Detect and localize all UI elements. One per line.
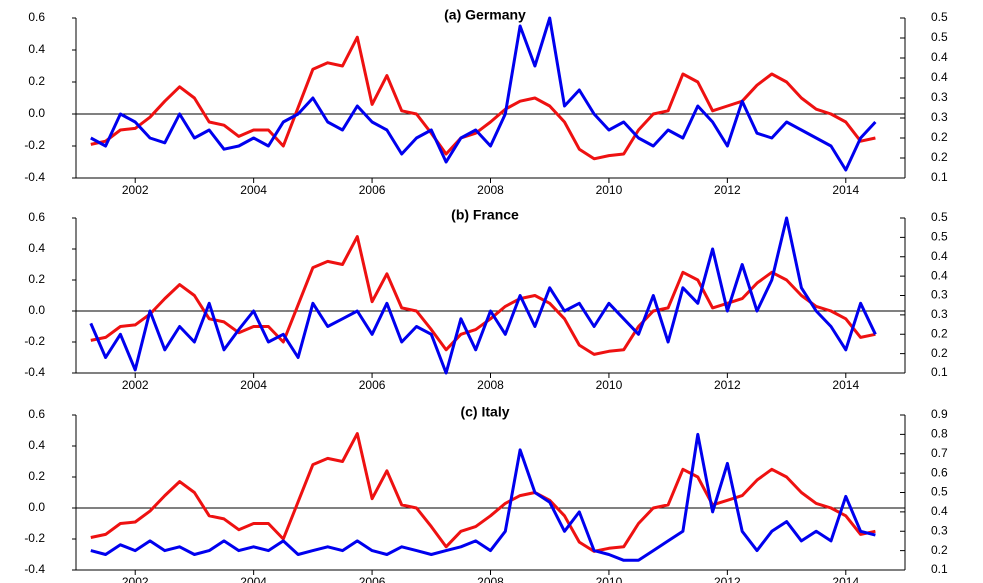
y-tick-label: 0.2 [28, 272, 45, 286]
panel-title: (c) Italy [460, 404, 509, 420]
y2-tick-label: 0.2 [931, 150, 948, 164]
y-tick-label: 0.4 [28, 241, 45, 255]
series-line [90, 235, 876, 356]
y-tick-label: 0.6 [28, 407, 45, 421]
y-tick-label: 0.0 [28, 106, 45, 120]
x-tick-label: 2010 [596, 183, 623, 197]
y2-tick-label: 0.3 [931, 307, 948, 321]
y2-tick-label: 0.9 [931, 407, 948, 421]
y-tick-label: 0.2 [28, 469, 45, 483]
y2-tick-label: 0.5 [931, 230, 948, 244]
panel-title: (a) Germany [444, 7, 526, 23]
y2-tick-label: 0.1 [931, 170, 948, 184]
x-tick-label: 2014 [832, 575, 859, 583]
y-tick-label: -0.4 [24, 170, 45, 184]
y-tick-label: 0.0 [28, 303, 45, 317]
series-line [90, 35, 876, 161]
x-tick-label: 2002 [122, 378, 149, 392]
x-tick-label: 2006 [359, 183, 386, 197]
x-tick-label: 2004 [240, 575, 267, 583]
y2-tick-label: 0.5 [931, 30, 948, 44]
x-tick-label: 2002 [122, 183, 149, 197]
y-tick-label: 0.2 [28, 74, 45, 88]
x-tick-label: 2012 [714, 575, 741, 583]
y-tick-label: -0.4 [24, 562, 45, 576]
y2-tick-label: 0.4 [931, 504, 948, 518]
y-tick-label: -0.2 [24, 334, 45, 348]
x-tick-label: 2014 [832, 378, 859, 392]
x-tick-label: 2010 [596, 378, 623, 392]
x-tick-label: 2008 [477, 378, 504, 392]
y-tick-label: 0.6 [28, 10, 45, 24]
series-line [90, 16, 877, 172]
y2-tick-label: 0.4 [931, 268, 948, 282]
x-tick-label: 2012 [714, 378, 741, 392]
y2-tick-label: 0.2 [931, 326, 948, 340]
y2-tick-label: 0.3 [931, 523, 948, 537]
y-tick-label: 0.6 [28, 210, 45, 224]
y2-tick-label: 0.2 [931, 543, 948, 557]
y-tick-label: 0.0 [28, 500, 45, 514]
y-tick-label: -0.4 [24, 365, 45, 379]
y2-tick-label: 0.8 [931, 427, 948, 441]
x-tick-label: 2010 [596, 575, 623, 583]
y-tick-label: -0.2 [24, 138, 45, 152]
y2-tick-label: 0.2 [931, 130, 948, 144]
x-tick-label: 2008 [477, 183, 504, 197]
y2-tick-label: 0.7 [931, 446, 948, 460]
y2-tick-label: 0.4 [931, 70, 948, 84]
y2-tick-label: 0.6 [931, 465, 948, 479]
x-tick-label: 2014 [832, 183, 859, 197]
y2-tick-label: 0.3 [931, 90, 948, 104]
x-tick-label: 2004 [240, 378, 267, 392]
y-tick-label: -0.2 [24, 531, 45, 545]
y2-tick-label: 0.1 [931, 365, 948, 379]
y-tick-label: 0.4 [28, 438, 45, 452]
series-line [90, 432, 876, 553]
panel-title: (b) France [451, 207, 519, 223]
y2-tick-label: 0.2 [931, 346, 948, 360]
y2-tick-label: 0.4 [931, 249, 948, 263]
y2-tick-label: 0.1 [931, 562, 948, 576]
x-tick-label: 2012 [714, 183, 741, 197]
y2-tick-label: 0.3 [931, 288, 948, 302]
series-line [90, 432, 876, 562]
x-tick-label: 2004 [240, 183, 267, 197]
y2-tick-label: 0.3 [931, 110, 948, 124]
y2-tick-label: 0.4 [931, 50, 948, 64]
x-tick-label: 2006 [359, 575, 386, 583]
x-tick-label: 2002 [122, 575, 149, 583]
y2-tick-label: 0.5 [931, 485, 948, 499]
y2-tick-label: 0.5 [931, 10, 948, 24]
y2-tick-label: 0.5 [931, 210, 948, 224]
series-line [89, 216, 877, 375]
x-tick-label: 2006 [359, 378, 386, 392]
y-tick-label: 0.4 [28, 42, 45, 56]
x-tick-label: 2008 [477, 575, 504, 583]
